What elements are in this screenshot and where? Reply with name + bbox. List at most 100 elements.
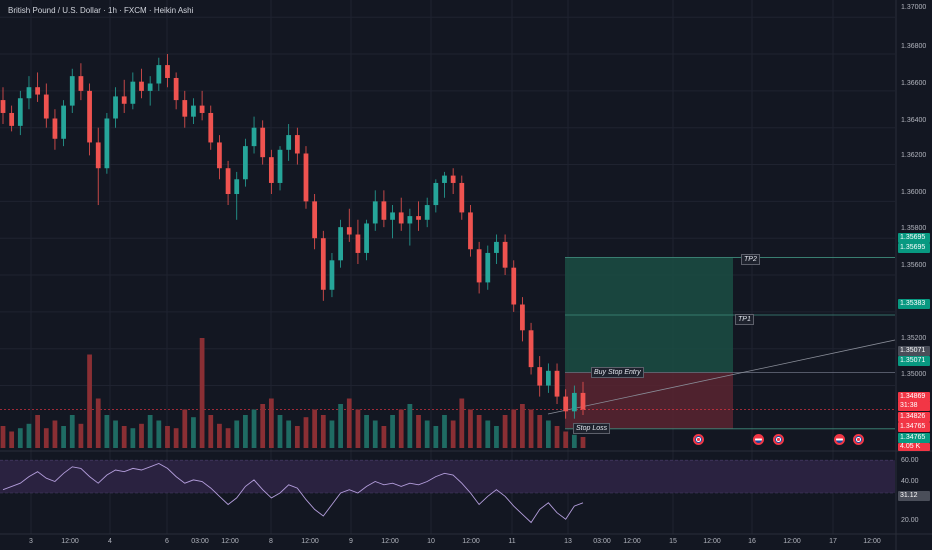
candle-body [251, 127, 257, 147]
volume-bar [69, 415, 75, 448]
volume-bar [390, 415, 395, 448]
time-tick: 6 [165, 538, 169, 545]
economic-event-icon[interactable] [693, 434, 704, 445]
candle-body [277, 149, 283, 183]
volume-bar [372, 420, 378, 448]
economic-event-icon[interactable] [753, 434, 764, 445]
volume-bar [433, 426, 439, 448]
price-tick: 1.35600 [901, 262, 927, 269]
candle-body [156, 65, 162, 84]
candle-body [182, 100, 188, 117]
candle-body [147, 83, 153, 91]
tp2-price-tag: 1.35695 [898, 233, 930, 243]
volume-bar [563, 431, 569, 448]
volume-bar [165, 426, 170, 448]
economic-event-icon[interactable] [773, 434, 784, 445]
volume-bar [78, 423, 84, 448]
volume-tag: 4.05 K [898, 443, 930, 451]
candle-body [17, 98, 23, 126]
candle-body [95, 142, 101, 169]
rsi-band [0, 460, 895, 493]
candle-body [312, 201, 318, 239]
volume-bar [346, 398, 352, 448]
candle-body [260, 127, 266, 158]
candle-body [9, 112, 15, 126]
bar-countdown: 31:38 [898, 401, 930, 411]
candle-body [338, 227, 343, 261]
candle-body [286, 135, 292, 150]
price-tick: 1.36000 [901, 189, 927, 196]
economic-event-icon[interactable] [853, 434, 864, 445]
loss-zone [565, 372, 733, 429]
candle-body [303, 153, 309, 202]
time-tick: 12:00 [703, 538, 721, 545]
price-scale[interactable]: 1.37000 1.36800 1.36600 1.36400 1.36200 … [896, 0, 932, 534]
volume-bar [381, 426, 387, 448]
time-tick: 12:00 [623, 538, 641, 545]
candle-body [390, 212, 395, 220]
time-tick: 03:00 [593, 538, 611, 545]
rsi-tick: 40.00 [901, 478, 919, 485]
time-tick: 12:00 [301, 538, 319, 545]
volume-bar [43, 428, 49, 448]
volume-bar [208, 415, 214, 448]
volume-bar [545, 420, 551, 448]
volume-bar [17, 428, 23, 448]
tp2-label[interactable]: TP2 [741, 254, 760, 265]
low-price-tag: 1.34826 [898, 412, 930, 422]
candle-body [26, 87, 32, 99]
candle-body [502, 241, 508, 268]
volume-bar [217, 423, 222, 448]
candle-body [459, 182, 465, 213]
time-tick: 10 [427, 538, 435, 545]
volume-bar [104, 415, 110, 448]
volume-bar [398, 409, 404, 448]
rsi-value-tag: 31.12 [898, 491, 930, 501]
symbol-title[interactable]: British Pound / U.S. Dollar · 1h · FXCM … [8, 6, 194, 15]
volume-bar [191, 417, 196, 448]
volume-bar [286, 420, 292, 448]
stop-loss-label[interactable]: Stop Loss [573, 423, 611, 434]
time-tick: 12:00 [462, 538, 480, 545]
low-price-tag: 1.34765 [898, 422, 930, 432]
candle-body [580, 392, 586, 410]
candle-body [424, 205, 430, 220]
volume-bar [571, 434, 577, 448]
candle-body [468, 212, 473, 250]
volume-bar [442, 415, 447, 448]
rsi-tick: 20.00 [901, 517, 919, 524]
volume-bar [130, 428, 136, 448]
candle-body [234, 179, 240, 195]
entry-label[interactable]: Buy Stop Entry [591, 367, 644, 378]
volume-bar [268, 398, 274, 448]
tp1-label[interactable]: TP1 [735, 314, 754, 325]
candle-body [494, 241, 499, 253]
price-tick: 1.36800 [901, 43, 927, 50]
candle-body [545, 370, 551, 386]
volume-bar [156, 420, 162, 448]
volume-bar [173, 428, 179, 448]
volume-bar [338, 404, 343, 448]
stop-price-tag: 1.34765 [898, 433, 930, 443]
candle-body [61, 105, 66, 139]
volume-bar [234, 420, 240, 448]
volume-bar [416, 415, 421, 448]
time-tick: 17 [829, 538, 837, 545]
candle-body [364, 223, 369, 253]
candle-body [450, 175, 456, 183]
time-tick: 4 [108, 538, 112, 545]
volume-bar [9, 431, 15, 448]
candle-body [416, 216, 421, 220]
candle-body [243, 146, 248, 180]
candle-body [511, 267, 517, 305]
economic-event-icon[interactable] [834, 434, 845, 445]
time-tick: 12:00 [381, 538, 399, 545]
candle-body [87, 90, 92, 143]
candle-body [433, 182, 439, 206]
candle-body [0, 100, 6, 113]
volume-bar [147, 415, 153, 448]
candle-body [554, 370, 560, 397]
price-tick: 1.37000 [901, 4, 927, 11]
